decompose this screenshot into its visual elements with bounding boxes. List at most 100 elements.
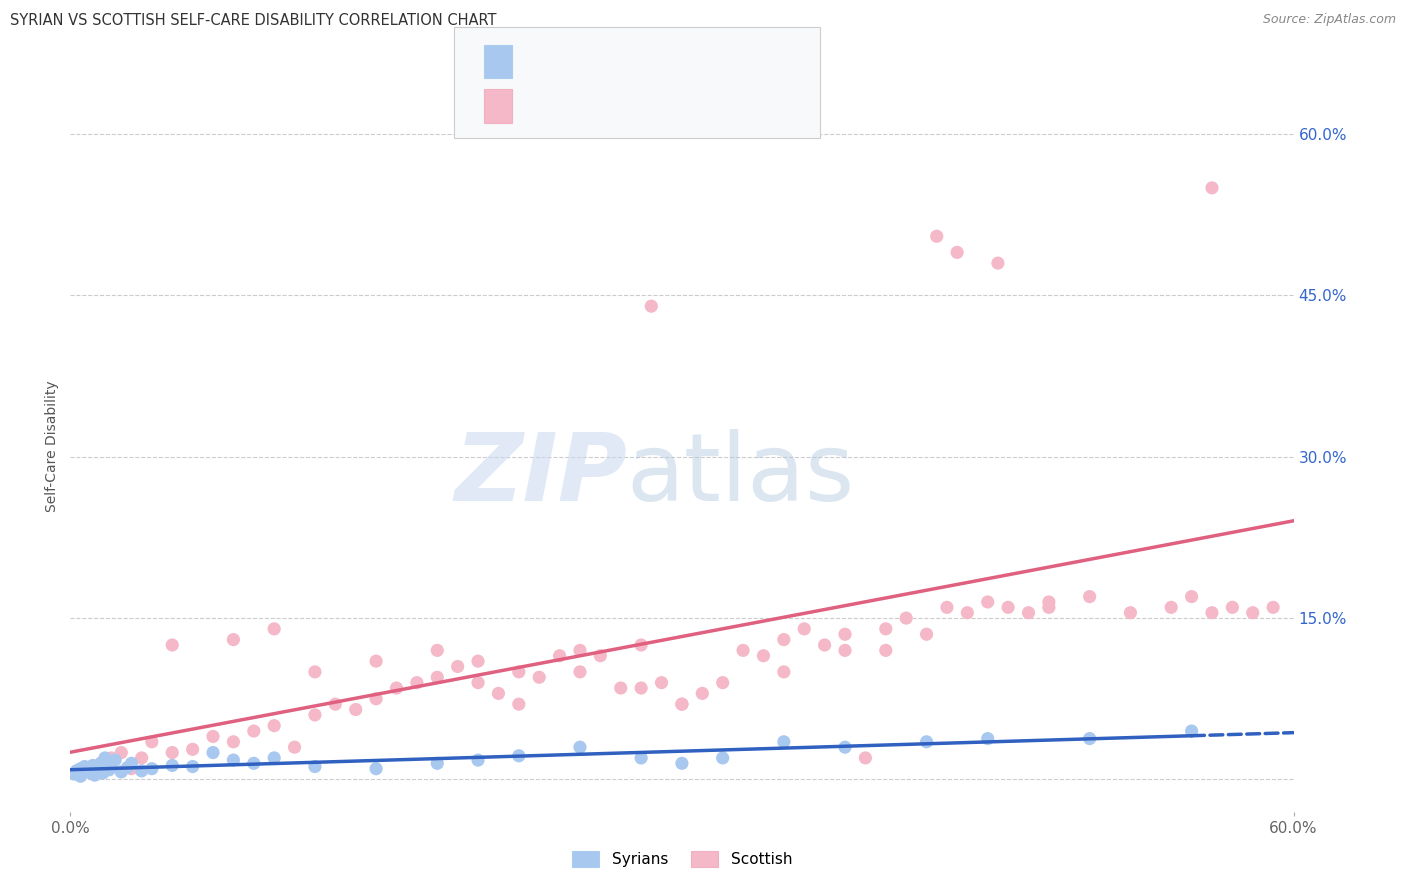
Legend: Syrians, Scottish: Syrians, Scottish <box>565 846 799 873</box>
Point <box>304 759 326 773</box>
Point <box>1220 600 1243 615</box>
Point <box>69 769 91 783</box>
Point <box>110 764 132 779</box>
Point <box>222 753 245 767</box>
Point <box>304 707 326 722</box>
Point <box>925 229 948 244</box>
Point <box>508 665 530 679</box>
Point <box>529 670 551 684</box>
Point <box>366 654 388 668</box>
Point <box>366 762 388 776</box>
Point <box>385 681 408 695</box>
Point <box>162 758 183 772</box>
Point <box>987 256 1010 270</box>
Point <box>100 751 122 765</box>
Point <box>304 665 326 679</box>
Point <box>508 748 530 763</box>
Point <box>915 627 938 641</box>
Point <box>323 697 347 711</box>
Point <box>467 753 489 767</box>
Point <box>87 764 110 778</box>
Point <box>67 767 90 781</box>
Point <box>202 746 225 760</box>
Point <box>834 627 856 641</box>
Point <box>202 730 225 744</box>
Point <box>243 756 266 771</box>
Point <box>79 766 103 780</box>
Point <box>508 697 530 711</box>
Point <box>263 719 285 733</box>
Point <box>96 759 118 773</box>
Point <box>976 595 998 609</box>
Text: R = 0.260: R = 0.260 <box>529 53 619 70</box>
Point <box>813 638 835 652</box>
Point <box>548 648 571 663</box>
Point <box>104 753 127 767</box>
Point <box>1119 606 1142 620</box>
Point <box>79 762 103 776</box>
Point <box>141 762 163 776</box>
Point <box>426 756 449 771</box>
Point <box>73 759 96 773</box>
Point <box>568 740 592 755</box>
Point <box>793 622 815 636</box>
Point <box>671 697 693 711</box>
Point <box>997 600 1019 615</box>
Point <box>284 740 307 755</box>
Point <box>630 638 652 652</box>
Point <box>69 762 91 776</box>
Point <box>1201 181 1223 195</box>
Point <box>222 735 245 749</box>
Point <box>76 763 98 777</box>
Point <box>956 606 979 620</box>
Point <box>1181 590 1204 604</box>
Point <box>894 611 917 625</box>
Point <box>752 648 775 663</box>
Point <box>162 638 183 652</box>
Text: N = 79: N = 79 <box>683 97 751 115</box>
Point <box>1181 724 1204 739</box>
Point <box>131 764 153 778</box>
Text: ZIP: ZIP <box>454 429 627 521</box>
Point <box>98 763 121 777</box>
Point <box>875 643 897 657</box>
Point <box>731 643 754 657</box>
Point <box>91 766 114 780</box>
Point <box>94 751 117 765</box>
Point <box>86 762 108 776</box>
Point <box>72 764 94 779</box>
Point <box>773 665 796 679</box>
Point <box>671 697 693 711</box>
Point <box>1078 731 1101 746</box>
Point <box>711 675 734 690</box>
Point <box>366 691 388 706</box>
Point <box>83 768 105 782</box>
Point <box>488 686 510 700</box>
Point <box>110 746 132 760</box>
Point <box>692 686 714 700</box>
Point <box>773 632 796 647</box>
Point <box>426 670 449 684</box>
Point <box>467 675 489 690</box>
Point <box>568 643 592 657</box>
Point <box>263 622 285 636</box>
Point <box>181 742 204 756</box>
Point <box>243 724 266 739</box>
Point <box>650 675 672 690</box>
Point <box>1160 600 1182 615</box>
Point <box>773 735 796 749</box>
Point <box>100 757 122 772</box>
Point <box>121 756 143 771</box>
Point <box>568 665 592 679</box>
Point <box>141 735 163 749</box>
Point <box>855 751 877 765</box>
Point <box>65 764 87 778</box>
Text: N = 47: N = 47 <box>683 53 751 70</box>
Y-axis label: Self-Care Disability: Self-Care Disability <box>45 380 59 512</box>
Point <box>117 761 139 775</box>
Text: atlas: atlas <box>627 429 855 521</box>
Point <box>222 632 245 647</box>
Point <box>406 675 429 690</box>
Point <box>1038 595 1060 609</box>
Point <box>630 751 652 765</box>
